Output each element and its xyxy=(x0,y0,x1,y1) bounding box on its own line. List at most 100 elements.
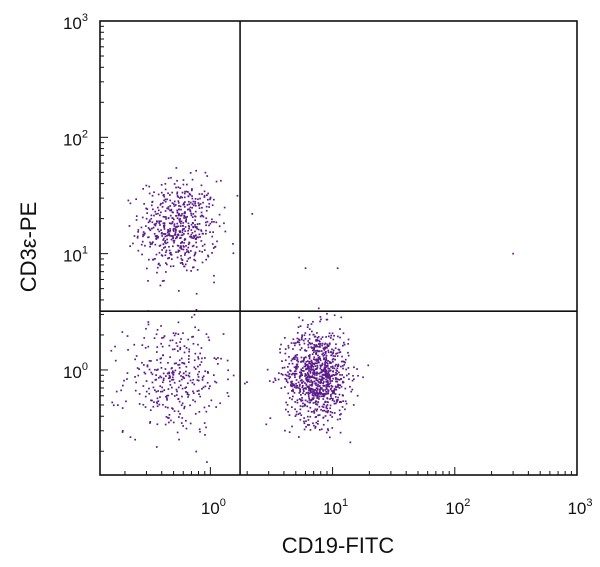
data-point xyxy=(196,390,199,392)
data-point xyxy=(182,263,184,265)
data-point xyxy=(317,381,320,383)
data-point xyxy=(329,377,331,380)
data-point xyxy=(322,395,325,397)
data-point xyxy=(183,265,185,268)
data-point xyxy=(165,416,168,418)
data-point xyxy=(217,357,219,359)
data-point xyxy=(357,374,359,377)
data-point xyxy=(144,244,146,247)
data-point xyxy=(308,342,311,344)
data-point xyxy=(204,434,206,436)
data-point xyxy=(193,236,196,239)
data-point xyxy=(322,352,325,355)
data-point xyxy=(193,359,196,362)
data-point xyxy=(176,233,179,236)
data-point xyxy=(313,344,315,346)
data-point xyxy=(141,344,144,346)
data-point xyxy=(172,378,175,381)
data-point xyxy=(157,193,160,196)
data-point xyxy=(129,245,131,247)
data-point xyxy=(309,381,311,383)
data-point xyxy=(300,371,302,374)
data-point xyxy=(114,345,116,348)
data-point xyxy=(321,342,324,345)
data-point xyxy=(309,406,312,409)
data-point xyxy=(307,391,309,394)
data-point xyxy=(174,369,177,372)
data-point xyxy=(319,367,322,370)
data-point xyxy=(183,212,186,215)
data-point xyxy=(134,389,137,392)
data-point xyxy=(198,193,201,195)
data-point xyxy=(303,342,306,345)
data-point xyxy=(299,389,301,392)
data-point xyxy=(176,390,178,393)
data-point xyxy=(310,379,312,382)
data-point xyxy=(349,385,351,388)
data-point xyxy=(121,331,124,333)
data-point xyxy=(153,214,155,217)
data-point xyxy=(177,196,180,198)
data-point xyxy=(313,349,315,351)
data-point xyxy=(341,365,344,367)
data-point xyxy=(191,222,194,224)
data-point xyxy=(304,332,307,334)
data-point xyxy=(160,202,162,205)
data-point xyxy=(279,348,281,350)
data-point xyxy=(208,387,210,390)
data-point xyxy=(169,209,171,212)
data-point xyxy=(213,198,215,201)
data-point xyxy=(322,382,324,385)
data-point xyxy=(175,228,177,231)
data-point xyxy=(333,402,336,405)
data-point xyxy=(325,373,328,376)
data-point xyxy=(291,380,293,383)
data-point xyxy=(308,370,310,372)
data-point xyxy=(329,382,332,384)
data-point xyxy=(309,368,311,371)
data-point xyxy=(202,215,205,218)
data-point xyxy=(296,332,299,334)
data-point xyxy=(171,202,174,204)
data-point xyxy=(147,321,150,323)
data-point xyxy=(316,371,318,374)
data-point xyxy=(162,243,165,246)
data-point xyxy=(191,206,193,209)
data-point xyxy=(173,239,176,242)
data-point xyxy=(298,377,301,379)
data-point xyxy=(135,381,137,384)
data-point xyxy=(181,362,183,364)
data-point xyxy=(201,357,203,360)
data-point xyxy=(211,204,214,207)
data-point xyxy=(169,339,172,342)
data-point xyxy=(154,368,156,371)
data-point xyxy=(227,369,229,372)
data-point xyxy=(302,339,305,342)
data-point xyxy=(323,343,326,346)
data-point xyxy=(309,387,312,390)
data-point xyxy=(211,235,214,238)
data-point xyxy=(194,230,196,233)
data-point xyxy=(292,395,294,398)
data-point xyxy=(181,395,183,398)
data-point xyxy=(327,377,330,379)
data-point xyxy=(330,395,332,397)
data-point xyxy=(319,390,321,392)
data-point xyxy=(331,380,334,382)
data-point xyxy=(164,254,167,257)
data-point xyxy=(157,368,159,371)
data-point xyxy=(292,338,295,341)
data-point xyxy=(176,222,179,225)
data-point xyxy=(196,236,198,239)
data-point xyxy=(329,380,332,382)
data-point xyxy=(327,351,330,354)
data-point xyxy=(175,167,178,169)
data-point xyxy=(317,354,319,357)
data-point xyxy=(308,387,311,389)
data-point xyxy=(192,392,195,394)
data-point xyxy=(324,376,327,378)
data-point xyxy=(323,384,326,387)
data-point xyxy=(293,366,296,369)
data-point xyxy=(340,365,342,368)
data-point xyxy=(335,388,338,391)
